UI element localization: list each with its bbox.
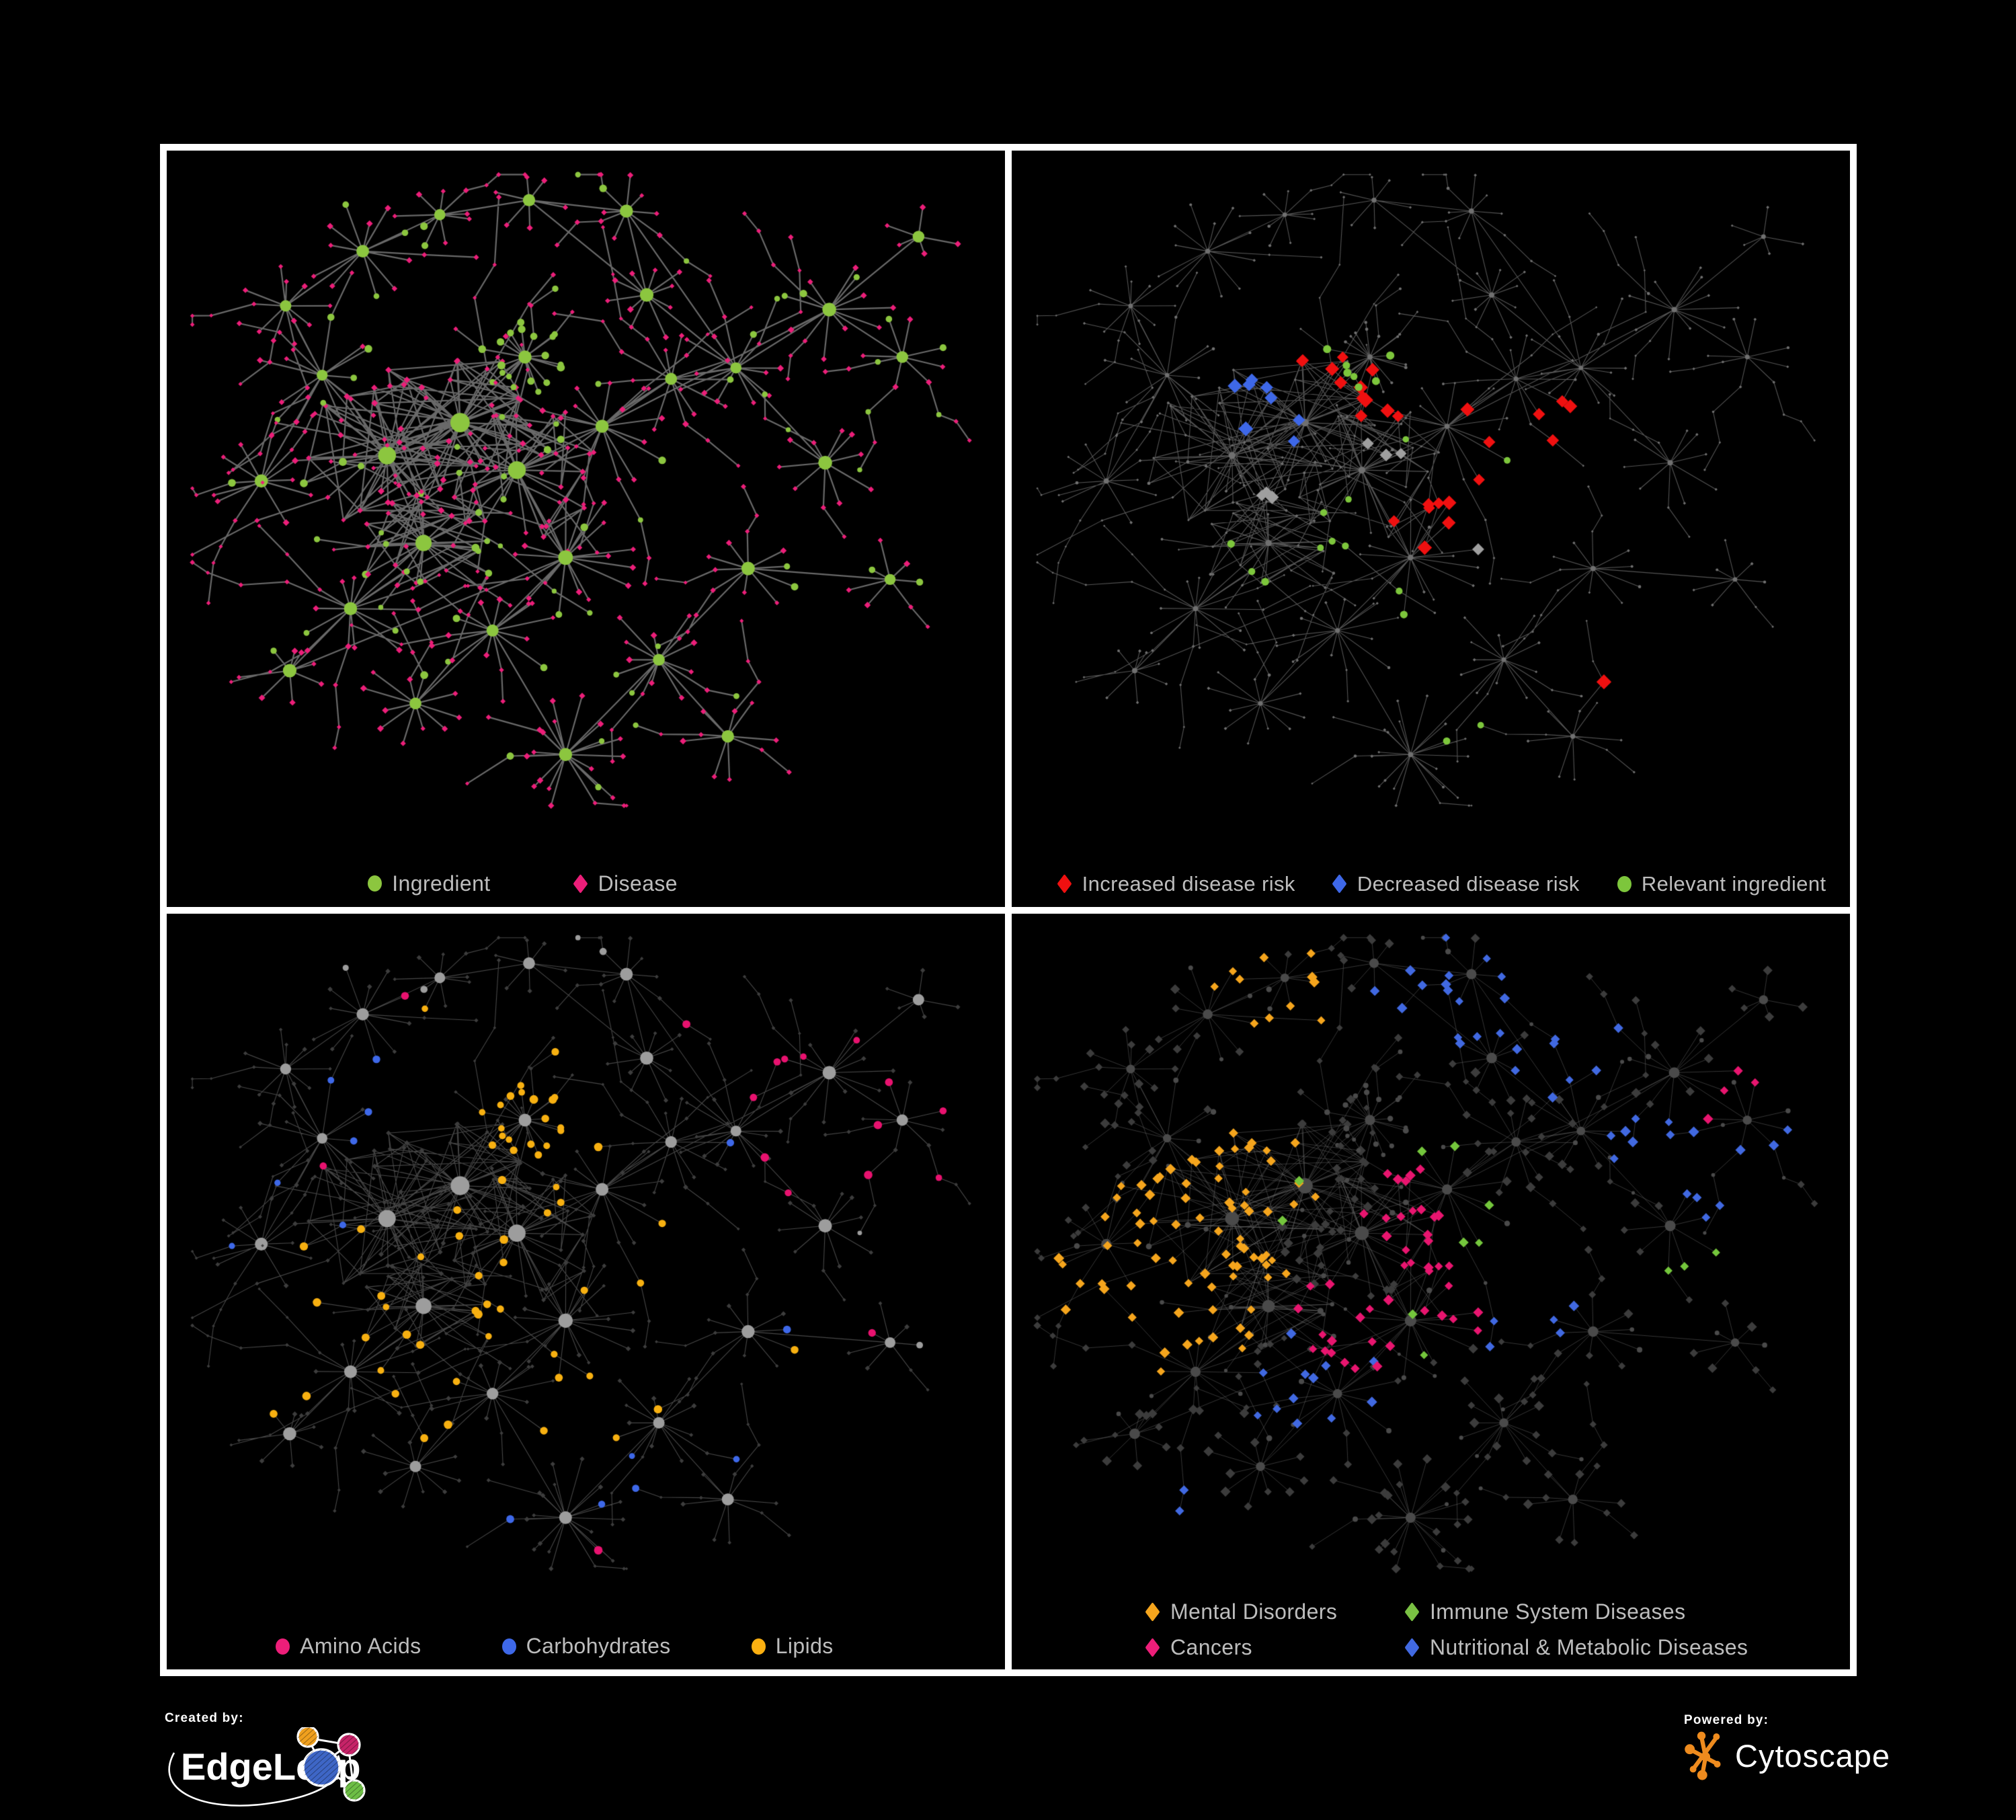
legend-label: Increased disease risk [1082, 871, 1295, 896]
legend-ingredient-classes: Amino Acids Carbohydrates Lipids [167, 1634, 1005, 1659]
legend-item: Carbohydrates [501, 1634, 671, 1659]
network-canvas-disease-risk [1012, 151, 1850, 907]
legend-label: Decreased disease risk [1357, 871, 1580, 896]
legend-label: Cancers [1170, 1635, 1252, 1659]
legend-item: Decreased disease risk [1332, 871, 1580, 896]
legend-label: Ingredient [392, 871, 491, 896]
legend-label: Relevant ingredient [1641, 871, 1826, 896]
legend-item: Relevant ingredient [1617, 872, 1826, 896]
nutritional-metabolic-swatch-icon [1404, 1637, 1420, 1658]
legend-item: Lipids [751, 1634, 834, 1659]
legend-item: Ingredient [368, 871, 490, 896]
legend-label: Nutritional & Metabolic Diseases [1430, 1635, 1748, 1659]
legend-item: Immune System Diseases [1404, 1599, 1748, 1624]
panel-ingredient-classes: Amino Acids Carbohydrates Lipids [167, 913, 1005, 1669]
edgeleap-credit: Created by: EdgeLeap [165, 1711, 374, 1818]
edgeleap-network-icon [296, 1725, 366, 1802]
legend-item: Mental Disorders [1145, 1599, 1348, 1624]
legend-ingredients-diseases: Ingredient Disease [167, 871, 1005, 896]
panel-ingredients-and-diseases: Ingredient Disease [167, 151, 1005, 907]
legend-label: Carbohydrates [526, 1634, 671, 1658]
panel-grid: Ingredient Disease Increased disease ris… [160, 144, 1857, 1676]
network-canvas-disease-classes [1012, 913, 1850, 1669]
legend-label: Lipids [775, 1634, 834, 1658]
amino-acids-swatch-icon [276, 1638, 290, 1655]
legend-label: Immune System Diseases [1430, 1599, 1686, 1624]
legend-disease-classes: Mental Disorders Immune System Diseases … [1012, 1599, 1850, 1660]
created-by-label: Created by: [165, 1711, 244, 1725]
ingredient-swatch-icon [368, 875, 382, 892]
mental-disorders-swatch-icon [1145, 1601, 1160, 1622]
legend-label: Disease [598, 871, 678, 896]
lipids-swatch-icon [751, 1638, 766, 1655]
legend-label: Mental Disorders [1170, 1599, 1338, 1624]
legend-item: Disease [573, 871, 678, 896]
legend-item: Nutritional & Metabolic Diseases [1404, 1635, 1748, 1660]
network-canvas-ingredients-diseases [167, 151, 1005, 907]
cytoscape-wordmark: Cytoscape [1735, 1737, 1891, 1774]
edgeleap-logo: EdgeLeap [168, 1725, 366, 1807]
legend-item: Cancers [1145, 1635, 1348, 1660]
cytoscape-network-icon [1685, 1731, 1721, 1780]
disease-swatch-icon [573, 873, 588, 894]
legend-item: Amino Acids [276, 1634, 421, 1659]
decreased-risk-swatch-icon [1332, 873, 1347, 894]
powered-by-label: Powered by: [1684, 1713, 1769, 1727]
cancers-swatch-icon [1145, 1637, 1160, 1658]
carbohydrates-swatch-icon [501, 1638, 516, 1655]
immune-diseases-swatch-icon [1404, 1601, 1420, 1622]
panel-disease-classes: Mental Disorders Immune System Diseases … [1012, 913, 1850, 1669]
legend-label: Amino Acids [300, 1634, 421, 1658]
cytoscape-credit: Powered by: Cytoscape [1684, 1713, 1890, 1780]
legend-disease-risk: Increased disease risk Decreased disease… [1012, 872, 1850, 896]
relevant-ingredient-swatch-icon [1617, 875, 1631, 892]
panel-disease-risk: Increased disease risk Decreased disease… [1012, 151, 1850, 907]
network-canvas-ingredient-classes [167, 913, 1005, 1669]
legend-item: Increased disease risk [1057, 871, 1295, 896]
increased-risk-swatch-icon [1057, 873, 1072, 894]
